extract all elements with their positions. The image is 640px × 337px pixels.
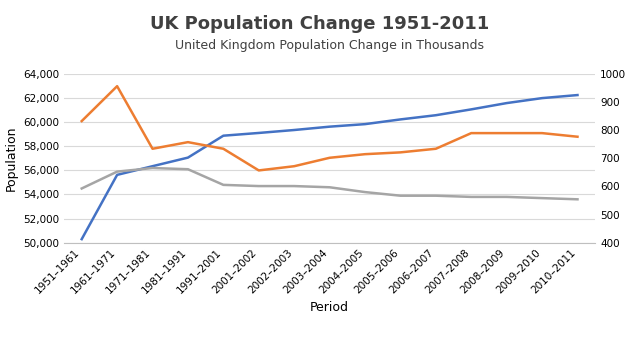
Title: United Kingdom Population Change in Thousands: United Kingdom Population Change in Thou… <box>175 39 484 52</box>
Y-axis label: Population: Population <box>4 126 17 191</box>
Text: UK Population Change 1951-2011: UK Population Change 1951-2011 <box>150 14 490 33</box>
X-axis label: Period: Period <box>310 301 349 314</box>
